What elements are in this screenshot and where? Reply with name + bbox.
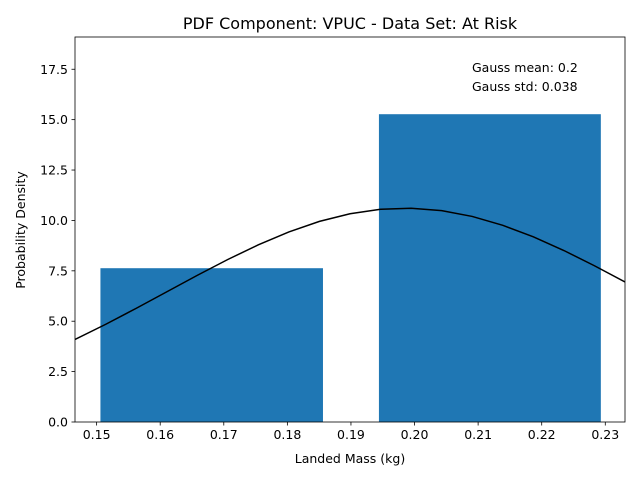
curve-layer — [75, 207, 625, 341]
y-tick-label: 17.5 — [40, 62, 68, 77]
x-tick-label: 0.21 — [464, 427, 492, 442]
histogram-bar-1 — [100, 268, 323, 422]
x-tick-label: 0.22 — [528, 427, 556, 442]
x-tick-label: 0.23 — [591, 427, 619, 442]
x-tick-label: 0.16 — [146, 427, 174, 442]
y-axis-label: Probability Density — [13, 171, 28, 289]
histogram-bar-2 — [378, 114, 601, 422]
y-tick-label: 15.0 — [40, 112, 68, 127]
y-tick-label: 5.0 — [48, 314, 68, 329]
y-tick-label: 10.0 — [40, 213, 68, 228]
x-tick-label: 0.19 — [337, 427, 365, 442]
axes-frame — [74, 36, 626, 423]
bars-layer — [100, 114, 601, 422]
gaussian-fit-curve — [75, 207, 625, 341]
axes-layer: 0.15 0.16 0.17 0.18 0.19 0.20 0.21 0.22 0.23 0.0 2… — [40, 36, 626, 442]
gauss-std-annotation: Gauss std: 0.038 — [472, 79, 578, 94]
x-tick-label: 0.18 — [273, 427, 301, 442]
x-tick-label: 0.15 — [83, 427, 111, 442]
y-tick-label: 12.5 — [40, 163, 68, 178]
y-tick-label: 2.5 — [48, 364, 68, 379]
y-tick-label: 7.5 — [48, 263, 68, 278]
gauss-mean-annotation: Gauss mean: 0.2 — [472, 60, 578, 75]
x-tick-label: 0.20 — [401, 427, 429, 442]
x-tick-label: 0.17 — [210, 427, 238, 442]
chart-title: PDF Component: VPUC - Data Set: At Risk — [183, 14, 518, 33]
y-tick-label: 0.0 — [48, 415, 68, 430]
x-axis-label: Landed Mass (kg) — [295, 451, 405, 466]
